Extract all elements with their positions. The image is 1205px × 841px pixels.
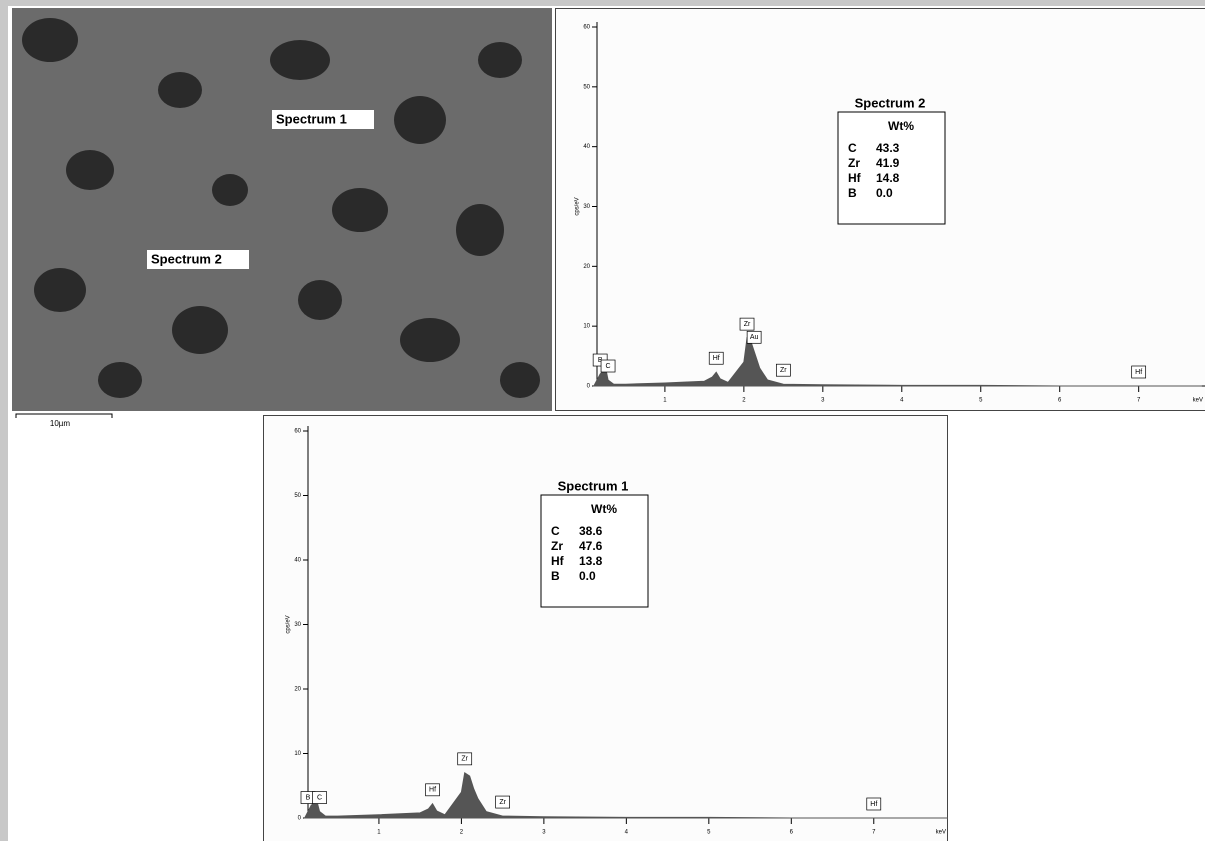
frame-edge (0, 0, 8, 841)
peak-label: Hf (429, 787, 436, 794)
grain (34, 268, 86, 312)
y-tick-label: 30 (583, 204, 590, 210)
peak-label: Hf (1135, 369, 1142, 376)
scale-label: 10µm (50, 419, 71, 428)
x-axis-label: keV (1193, 398, 1203, 404)
y-tick-label: 40 (583, 144, 590, 150)
table-element: Zr (848, 156, 860, 170)
table-element: Hf (848, 171, 862, 185)
peak-label: Hf (713, 355, 720, 362)
grain (158, 72, 202, 108)
grain (478, 42, 522, 78)
table-value: 0.0 (876, 186, 893, 200)
y-tick-label: 40 (294, 558, 301, 564)
grain (66, 150, 114, 190)
micrograph: Spectrum 1 Spectrum 2 10µm (12, 8, 552, 428)
peak-label: Zr (780, 367, 787, 374)
y-axis-label: cps/eV (286, 615, 292, 633)
y-tick-label: 10 (294, 751, 301, 757)
peak-label: C (606, 363, 611, 370)
grain (332, 188, 388, 232)
grain (270, 40, 330, 80)
peak-label: C (317, 794, 322, 801)
figure: Spectrum 1 Spectrum 2 10µm 0102030405060… (0, 0, 1205, 841)
grain (298, 280, 342, 320)
table-element: C (848, 141, 857, 155)
table-value: 38.6 (579, 524, 603, 538)
y-tick-label: 30 (294, 622, 301, 628)
y-tick-label: 10 (583, 324, 590, 330)
table-value: 43.3 (876, 141, 900, 155)
frame-edge (0, 0, 1205, 6)
x-axis-label: keV (936, 830, 946, 836)
y-tick-label: 50 (294, 493, 301, 499)
table-value: 0.0 (579, 569, 596, 583)
spot-label: Spectrum 1 (276, 111, 347, 126)
table-element: Hf (551, 554, 565, 568)
table-header: Wt% (888, 119, 914, 133)
table-value: 13.8 (579, 554, 603, 568)
table-element: B (848, 186, 857, 200)
y-tick-label: 20 (583, 264, 590, 270)
grain (22, 18, 78, 62)
spot-label: Spectrum 2 (151, 251, 222, 266)
y-tick-label: 50 (583, 84, 590, 90)
grain (456, 204, 504, 256)
y-tick-label: 20 (294, 687, 301, 693)
grain (400, 318, 460, 362)
table-header: Wt% (591, 502, 617, 516)
table-element: C (551, 524, 560, 538)
peak-label: Au (750, 334, 759, 341)
table-value: 14.8 (876, 171, 900, 185)
peak-label: Zr (744, 321, 751, 328)
grain (394, 96, 446, 144)
y-tick-label: 60 (294, 429, 301, 435)
inset-title: Spectrum 2 (855, 95, 926, 110)
table-element: Zr (551, 539, 563, 553)
table-value: 41.9 (876, 156, 900, 170)
grain (500, 362, 540, 398)
y-axis-label: cps/eV (575, 197, 581, 215)
y-tick-label: 60 (583, 25, 590, 31)
grain (172, 306, 228, 354)
grain (98, 362, 142, 398)
peak-label: Hf (870, 801, 877, 808)
peak-label: B (306, 794, 311, 801)
peak-label: Zr (499, 799, 506, 806)
table-element: B (551, 569, 560, 583)
inset-title: Spectrum 1 (558, 478, 629, 493)
scale-bar (16, 414, 112, 418)
grain (212, 174, 248, 206)
table-value: 47.6 (579, 539, 603, 553)
peak-label: Zr (461, 756, 468, 763)
